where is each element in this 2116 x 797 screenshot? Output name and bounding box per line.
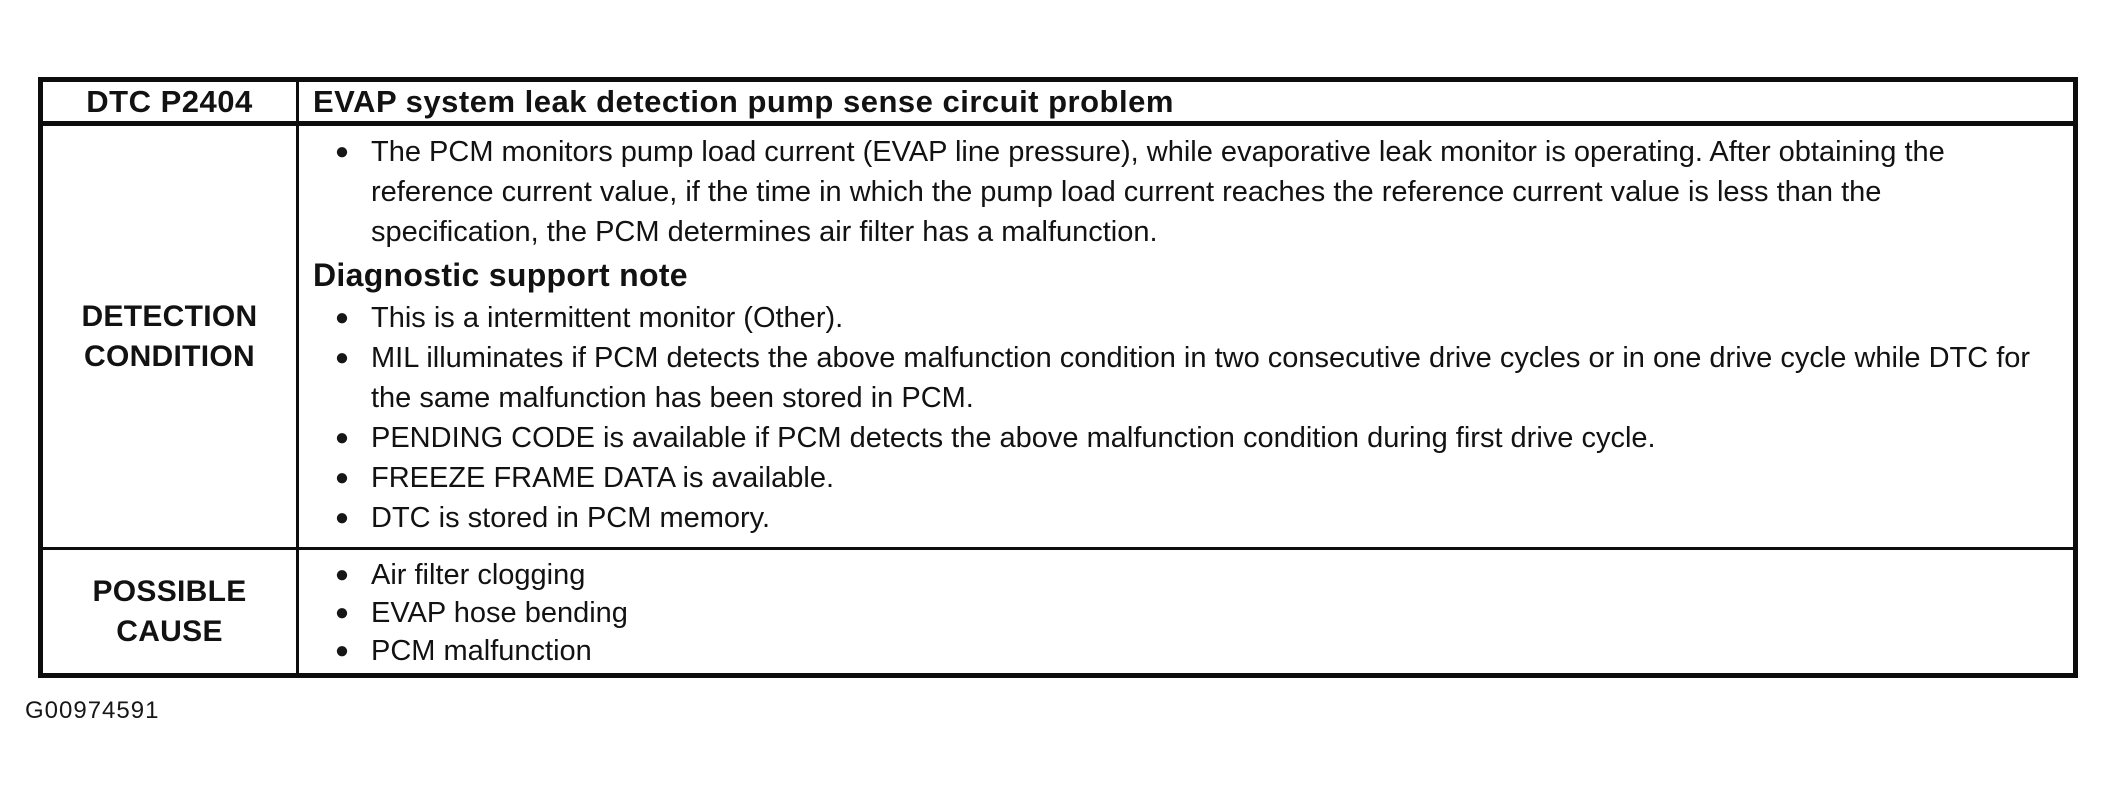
bullet-icon: ● — [334, 637, 350, 664]
bullet-icon: ● — [334, 424, 350, 451]
bullet-text: PCM malfunction — [371, 635, 592, 667]
detection-condition-content-cell: ● The PCM monitors pump load current (EV… — [299, 126, 2073, 550]
list-item: ● MIL illuminates if PCM detects the abo… — [313, 338, 2055, 418]
bullet-text: EVAP hose bending — [371, 597, 628, 629]
dtc-table: DTC P2404 EVAP system leak detection pum… — [38, 77, 2078, 678]
possible-cause-content-cell: ● Air filter clogging ● EVAP hose bendin… — [299, 550, 2073, 673]
bullet-text: DTC is stored in PCM memory. — [371, 502, 771, 534]
detection-condition-label-cell: DETECTION CONDITION — [43, 126, 299, 550]
detection-condition-label: DETECTION CONDITION — [81, 299, 258, 373]
list-item: ● This is a intermittent monitor (Other)… — [313, 298, 2055, 338]
list-item: ● FREEZE FRAME DATA is available. — [313, 458, 2055, 498]
bullet-icon: ● — [334, 504, 350, 531]
possible-cause-label-cell: POSSIBLE CAUSE — [43, 550, 299, 673]
bullet-text: Air filter clogging — [371, 559, 586, 591]
diagnostic-support-note-heading: Diagnostic support note — [313, 257, 688, 293]
list-item: ● The PCM monitors pump load current (EV… — [313, 132, 2055, 252]
figure-id: G00974591 — [25, 697, 160, 724]
dtc-code: DTC P2404 — [86, 83, 253, 119]
list-item: ● Air filter clogging — [313, 556, 2055, 594]
bullet-text: The PCM monitors pump load current (EVAP… — [371, 136, 1945, 248]
bullet-icon: ● — [334, 561, 350, 588]
bullet-icon: ● — [334, 464, 350, 491]
dtc-code-cell: DTC P2404 — [43, 82, 299, 126]
possible-cause-label: POSSIBLE CAUSE — [92, 574, 247, 648]
dtc-title: EVAP system leak detection pump sense ci… — [313, 83, 1174, 119]
bullet-text: This is a intermittent monitor (Other). — [371, 302, 844, 334]
bullet-icon: ● — [334, 304, 350, 331]
list-item: ● DTC is stored in PCM memory. — [313, 498, 2055, 538]
list-item: ● EVAP hose bending — [313, 594, 2055, 632]
list-item: ● PENDING CODE is available if PCM detec… — [313, 418, 2055, 458]
bullet-icon: ● — [334, 138, 350, 165]
bullet-icon: ● — [334, 599, 350, 626]
bullet-icon: ● — [334, 344, 350, 371]
bullet-text: MIL illuminates if PCM detects the above… — [371, 342, 2031, 414]
list-item: ● PCM malfunction — [313, 632, 2055, 670]
bullet-text: PENDING CODE is available if PCM detects… — [371, 422, 1656, 454]
bullet-text: FREEZE FRAME DATA is available. — [371, 462, 835, 494]
dtc-title-cell: EVAP system leak detection pump sense ci… — [299, 82, 2073, 126]
